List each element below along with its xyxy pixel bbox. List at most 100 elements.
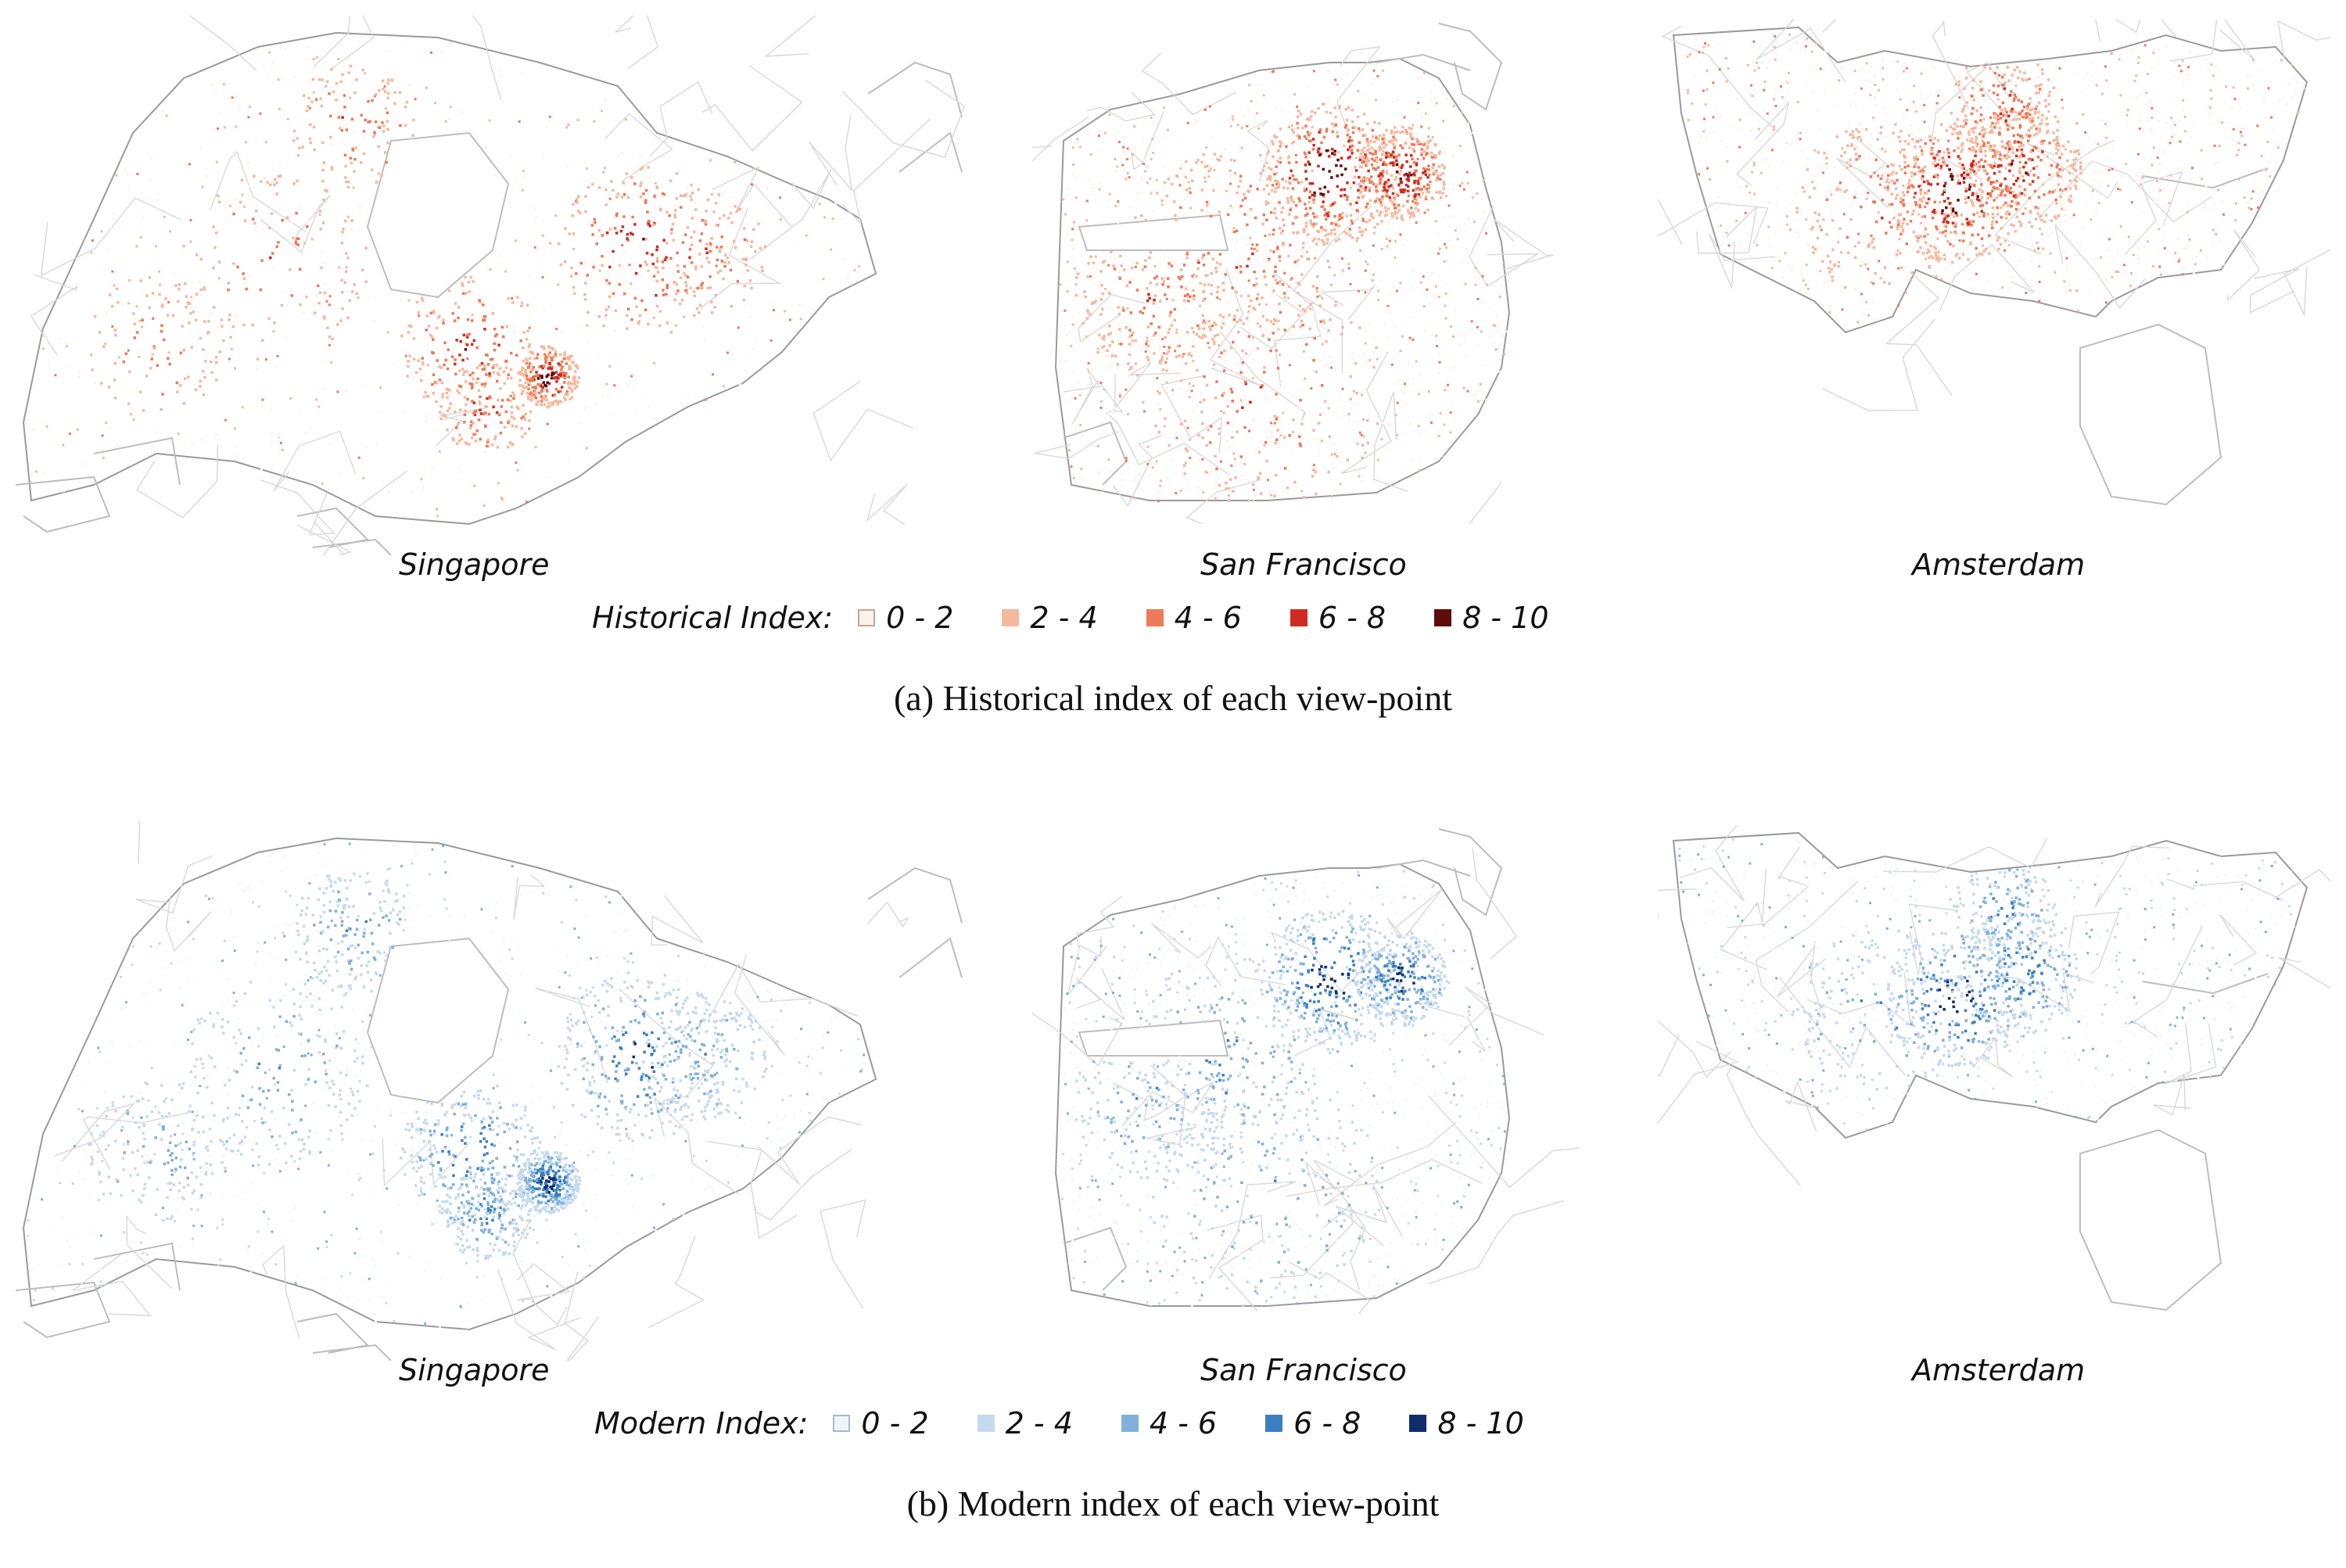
- view-point: [1127, 375, 1130, 378]
- view-point: [382, 130, 386, 133]
- view-point: [446, 367, 450, 371]
- view-point: [1254, 494, 1257, 497]
- view-point: [1078, 312, 1081, 315]
- view-point: [1395, 170, 1399, 174]
- view-point: [1409, 165, 1412, 168]
- view-point: [522, 346, 525, 350]
- view-point: [1951, 132, 1954, 136]
- view-point: [1393, 126, 1397, 129]
- view-point: [1824, 89, 1827, 91]
- view-point: [1098, 472, 1101, 475]
- view-point: [30, 472, 34, 475]
- view-point: [543, 347, 546, 350]
- view-point: [1362, 200, 1365, 203]
- view-point: [1372, 69, 1376, 72]
- view-point: [1333, 274, 1336, 277]
- view-point: [1384, 181, 1387, 184]
- view-point: [2267, 87, 2270, 90]
- view-point: [361, 136, 364, 139]
- view-point: [1290, 124, 1293, 127]
- view-point: [1252, 498, 1255, 501]
- view-point: [446, 396, 449, 399]
- view-point: [1236, 364, 1239, 367]
- view-point: [542, 156, 545, 159]
- view-point: [672, 239, 675, 242]
- view-point: [1351, 357, 1354, 361]
- view-point: [414, 371, 418, 375]
- view-point: [1418, 393, 1421, 396]
- view-point: [1225, 487, 1228, 490]
- view-point: [576, 210, 580, 213]
- view-point: [2122, 274, 2125, 277]
- view-point: [1455, 411, 1457, 414]
- view-point: [534, 396, 538, 400]
- view-point: [1278, 226, 1282, 230]
- view-point: [843, 258, 845, 261]
- view-point: [2173, 134, 2176, 137]
- view-point: [479, 395, 482, 399]
- view-point: [1145, 343, 1148, 346]
- view-point: [352, 186, 355, 189]
- view-point: [1789, 81, 1792, 84]
- view-point: [584, 407, 587, 410]
- view-point: [1938, 159, 1941, 162]
- view-point: [1930, 93, 1933, 96]
- view-point: [2138, 248, 2140, 250]
- view-point: [2082, 226, 2085, 229]
- view-point: [1361, 456, 1364, 460]
- view-point: [312, 58, 315, 60]
- view-point: [1461, 260, 1464, 264]
- view-point: [2214, 161, 2217, 164]
- view-point: [1155, 319, 1158, 322]
- view-point: [1386, 178, 1390, 182]
- view-point: [1189, 438, 1192, 441]
- view-point: [1189, 354, 1193, 357]
- view-point: [1986, 163, 1989, 166]
- view-point: [1207, 342, 1210, 345]
- view-point: [1787, 71, 1790, 74]
- view-point: [1405, 401, 1408, 404]
- view-point: [603, 167, 606, 170]
- view-point: [461, 292, 465, 296]
- view-point: [443, 341, 447, 345]
- view-point: [542, 364, 546, 368]
- view-point: [371, 99, 374, 102]
- view-point: [514, 330, 517, 333]
- view-point: [628, 178, 631, 181]
- view-point: [541, 366, 544, 370]
- view-point: [404, 354, 407, 357]
- view-point: [1408, 336, 1412, 339]
- view-point: [199, 288, 203, 292]
- view-point: [387, 78, 390, 82]
- view-point: [160, 324, 163, 327]
- view-point: [659, 207, 662, 210]
- view-point: [1128, 466, 1131, 469]
- view-point: [1364, 330, 1367, 333]
- view-point: [1099, 400, 1103, 403]
- view-point: [1080, 325, 1083, 328]
- view-point: [1375, 136, 1378, 140]
- view-point: [1075, 142, 1078, 145]
- view-point: [1824, 50, 1827, 53]
- view-point: [2252, 84, 2255, 88]
- view-point: [1196, 267, 1200, 270]
- view-point: [662, 239, 665, 242]
- view-point: [1958, 96, 1961, 99]
- view-point: [1907, 135, 1910, 137]
- view-point: [1235, 290, 1238, 294]
- view-point: [1347, 106, 1351, 109]
- view-point: [2029, 170, 2032, 173]
- view-point: [1337, 238, 1340, 241]
- view-point: [493, 348, 497, 352]
- view-point: [2195, 255, 2198, 258]
- view-point: [483, 314, 487, 318]
- view-point: [1178, 387, 1181, 390]
- view-point: [1164, 335, 1168, 339]
- view-point: [1247, 190, 1250, 193]
- view-point: [189, 312, 192, 315]
- view-point: [323, 388, 326, 391]
- view-point: [1464, 282, 1467, 285]
- view-point: [1229, 204, 1232, 207]
- view-point: [505, 325, 508, 328]
- view-point: [1329, 204, 1333, 207]
